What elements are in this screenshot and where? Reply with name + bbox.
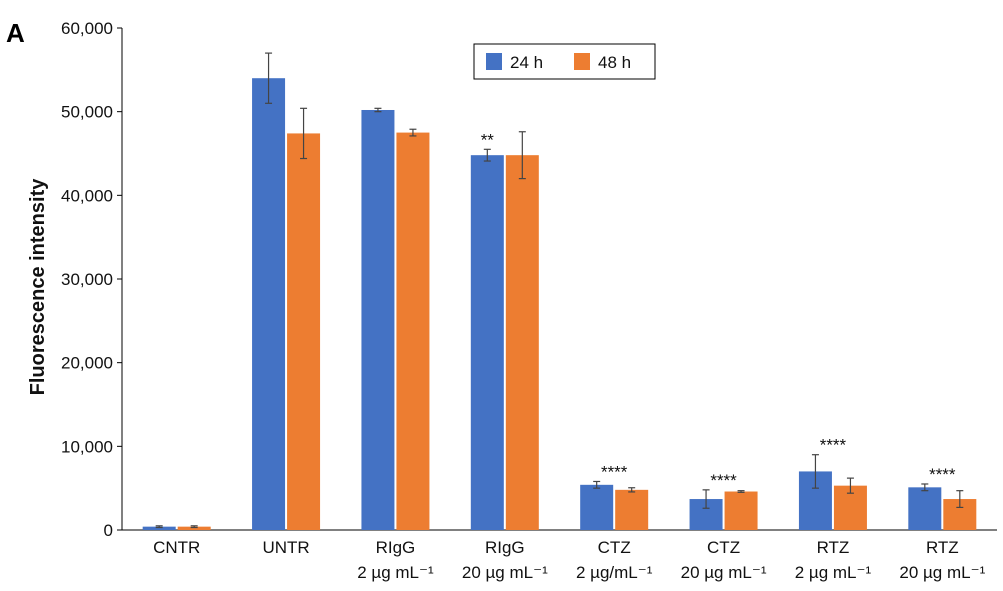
panel-label: A bbox=[6, 18, 25, 48]
x-tick-label: RTZ bbox=[926, 538, 959, 557]
y-tick-label: 0 bbox=[104, 521, 113, 540]
x-tick-sublabel: 2 µg/mL⁻¹ bbox=[576, 563, 653, 582]
legend-box bbox=[473, 43, 656, 80]
x-tick-label: RIgG bbox=[376, 538, 416, 557]
y-axis-label: Fluorescence intensity bbox=[27, 178, 49, 396]
significance-annotation: **** bbox=[710, 471, 737, 490]
bar-24h-0 bbox=[142, 526, 176, 530]
bar-24h-7 bbox=[908, 487, 942, 530]
bar-24h-3 bbox=[470, 155, 504, 530]
bar-48h-3 bbox=[505, 155, 539, 530]
x-tick-label: CTZ bbox=[707, 538, 740, 557]
y-tick-label: 20,000 bbox=[61, 354, 113, 373]
x-tick-sublabel: 20 µg mL⁻¹ bbox=[462, 563, 548, 582]
x-tick-sublabel: 20 µg mL⁻¹ bbox=[681, 563, 767, 582]
bar-48h-5 bbox=[724, 491, 758, 530]
bar-48h-1 bbox=[287, 133, 321, 531]
y-tick-label: 60,000 bbox=[61, 19, 113, 38]
significance-annotation: ** bbox=[481, 130, 495, 149]
y-tick-label: 30,000 bbox=[61, 270, 113, 289]
legend-swatch-24h bbox=[486, 53, 502, 70]
bar-24h-1 bbox=[252, 78, 286, 530]
x-tick-label: RTZ bbox=[817, 538, 850, 557]
x-tick-label: CTZ bbox=[598, 538, 631, 557]
legend-label: 24 h bbox=[510, 53, 543, 72]
y-tick-label: 50,000 bbox=[61, 103, 113, 122]
bar-48h-2 bbox=[396, 132, 430, 531]
y-tick-label: 10,000 bbox=[61, 437, 113, 456]
x-tick-sublabel: 20 µg mL⁻¹ bbox=[899, 563, 985, 582]
significance-annotation: **** bbox=[601, 462, 628, 481]
legend-swatch-48h bbox=[574, 53, 590, 70]
bar-48h-0 bbox=[177, 526, 211, 530]
x-tick-sublabel: 2 µg mL⁻¹ bbox=[795, 563, 872, 582]
significance-annotation: **** bbox=[820, 436, 847, 455]
bar-24h-4 bbox=[580, 484, 614, 530]
bar-24h-2 bbox=[361, 109, 395, 530]
y-tick-label: 40,000 bbox=[61, 186, 113, 205]
significance-annotation: **** bbox=[929, 465, 956, 484]
x-tick-label: UNTR bbox=[262, 538, 309, 557]
legend-label: 48 h bbox=[598, 53, 631, 72]
x-tick-label: RIgG bbox=[485, 538, 525, 557]
x-tick-label: CNTR bbox=[153, 538, 200, 557]
bar-48h-4 bbox=[615, 489, 649, 530]
x-tick-sublabel: 2 µg mL⁻¹ bbox=[357, 563, 434, 582]
